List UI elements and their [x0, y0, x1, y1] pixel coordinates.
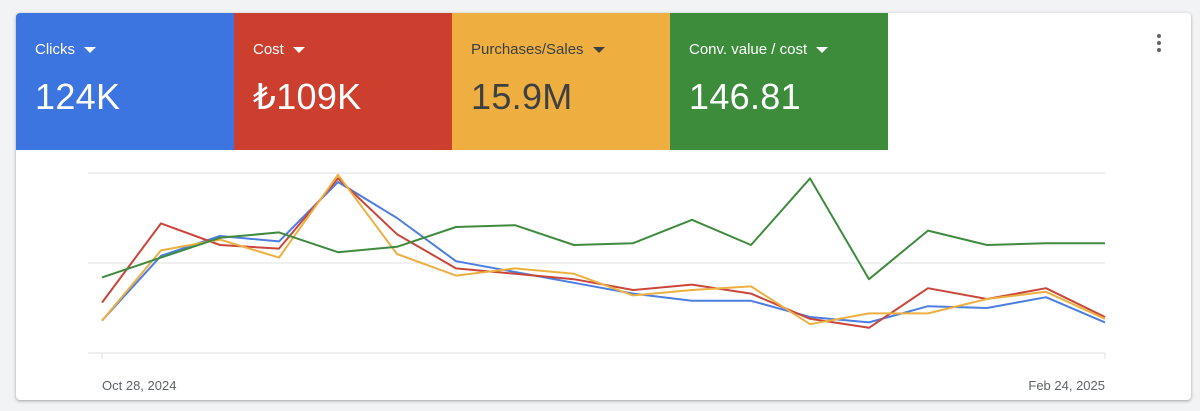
metric-label: Clicks: [35, 41, 75, 58]
series-line-3: [101, 177, 1105, 281]
caret-down-icon[interactable]: [84, 47, 96, 53]
caret-down-icon[interactable]: [592, 47, 605, 53]
more-options-icon[interactable]: [1147, 31, 1171, 55]
metric-label: Cost: [253, 41, 284, 58]
series-line-2: [101, 173, 1106, 326]
series-line-0: [101, 181, 1106, 324]
metric-tile-purchases-sales[interactable]: Purchases/Sales 15.9M: [452, 13, 670, 150]
series-line-1: [101, 177, 1106, 329]
line-chart: Oct 28, 2024 Feb 24, 2025: [88, 172, 1106, 393]
caret-down-icon[interactable]: [292, 47, 305, 53]
metric-tile-conv-value-cost[interactable]: Conv. value / cost 146.81: [670, 13, 888, 150]
metric-label: Conv. value / cost: [689, 41, 808, 58]
metric-value: ₺109K: [253, 76, 362, 117]
caret-down-icon[interactable]: [816, 47, 829, 53]
metric-tiles: Clicks 124K Cost ₺109K Purchases/Sales 1…: [16, 13, 888, 150]
metric-value: 15.9M: [471, 76, 573, 117]
metric-tile-clicks[interactable]: Clicks 124K: [16, 13, 234, 150]
metric-value: 124K: [35, 76, 121, 117]
x-axis-start-label: Oct 28, 2024: [102, 378, 176, 393]
x-axis-end-label: Feb 24, 2025: [1028, 378, 1105, 393]
series-lines: [101, 173, 1106, 329]
metric-tile-cost[interactable]: Cost ₺109K: [234, 13, 452, 150]
performance-card: Clicks 124K Cost ₺109K Purchases/Sales 1…: [16, 13, 1191, 400]
metric-label: Purchases/Sales: [471, 41, 584, 58]
gridlines: [88, 172, 1106, 359]
metric-value: 146.81: [689, 76, 801, 117]
